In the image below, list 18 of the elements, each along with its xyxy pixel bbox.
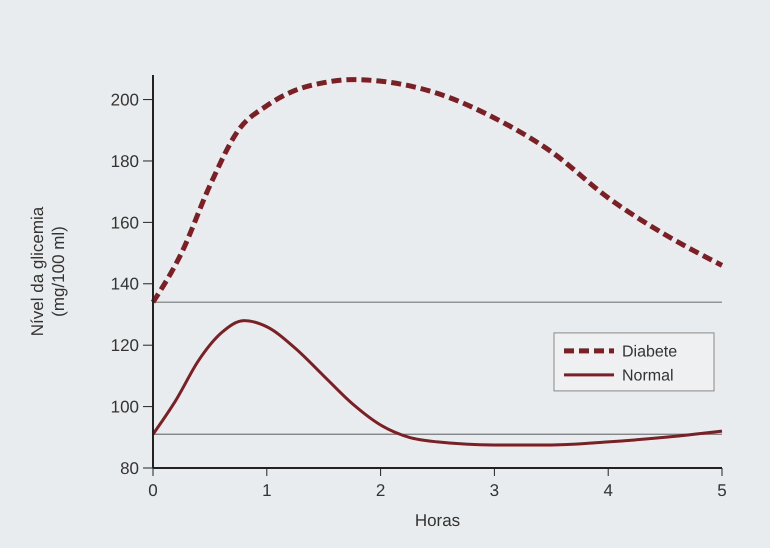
x-axis-title: Horas [414, 511, 460, 530]
y-tick-label: 180 [110, 152, 139, 171]
y-tick-label: 120 [110, 336, 139, 356]
y-tick-label: 140 [110, 274, 139, 294]
line-series [152, 319, 724, 446]
x-tick-label: 5 [717, 481, 727, 500]
x-tick-label: 0 [148, 481, 158, 500]
x-tick-label: 1 [262, 481, 272, 500]
y-tick-label: 160 [110, 213, 139, 232]
y-axis-title: Nível da glicemia (mg/100 ml) [28, 206, 68, 336]
y-tick-label: 80 [120, 458, 139, 478]
x-tick-label: 4 [603, 481, 613, 500]
x-tick-label: 3 [490, 481, 500, 500]
y-tick-label: 200 [110, 90, 139, 110]
legend-label: Normal [622, 368, 674, 385]
legend-label: Diabete [622, 344, 678, 361]
y-tick-label: 100 [110, 398, 139, 417]
x-tick-label: 2 [376, 481, 386, 500]
